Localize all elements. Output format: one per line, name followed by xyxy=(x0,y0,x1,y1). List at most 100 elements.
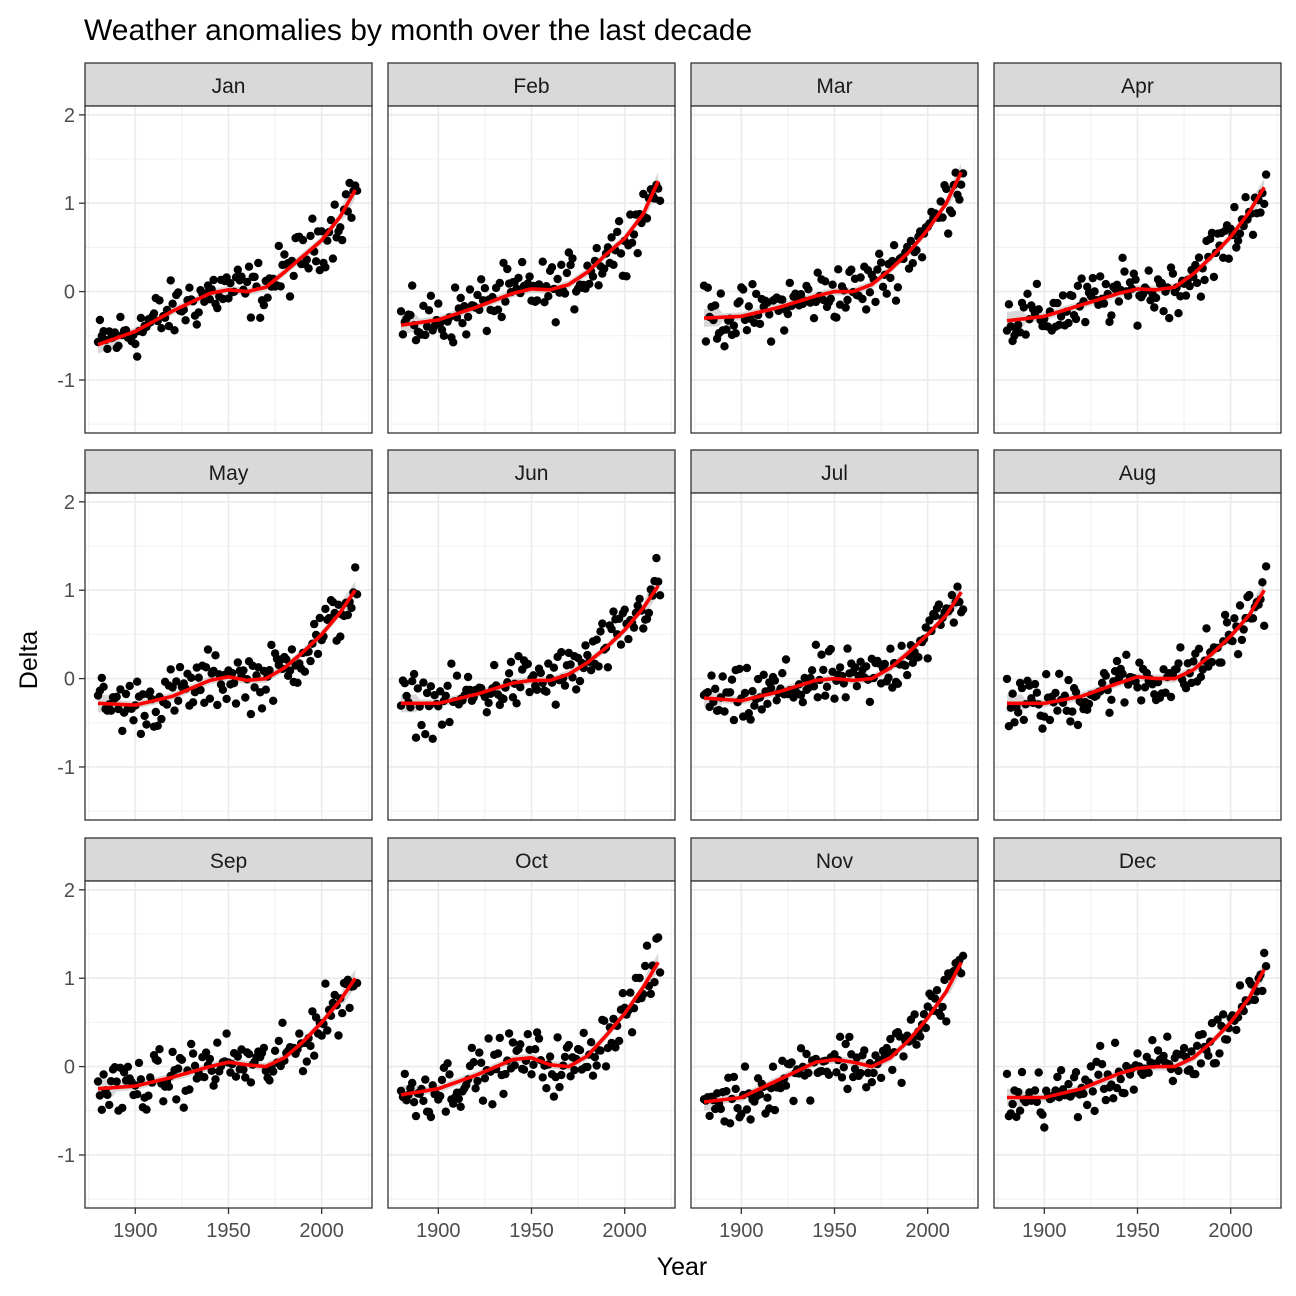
data-point xyxy=(188,1049,198,1058)
data-point xyxy=(802,1049,811,1059)
data-point xyxy=(1004,300,1014,309)
data-point xyxy=(170,706,179,715)
data-point xyxy=(852,682,862,691)
data-point xyxy=(116,312,125,322)
data-point xyxy=(1256,208,1265,217)
data-point xyxy=(938,213,947,222)
data-point xyxy=(1133,1049,1142,1058)
data-point xyxy=(1224,254,1234,263)
data-point xyxy=(473,1076,482,1086)
data-point xyxy=(452,671,462,680)
data-point xyxy=(843,295,852,305)
data-point xyxy=(655,968,665,977)
data-point xyxy=(934,600,944,609)
data-point xyxy=(209,275,218,285)
data-point xyxy=(1083,1100,1092,1110)
facet-label: Nov xyxy=(816,850,854,873)
data-point xyxy=(560,1052,570,1062)
data-point xyxy=(819,665,828,675)
panel-border xyxy=(84,105,373,434)
data-point xyxy=(177,1055,187,1065)
data-point xyxy=(944,229,953,238)
data-point xyxy=(336,632,345,641)
data-point xyxy=(400,1069,409,1079)
data-point xyxy=(112,692,121,701)
data-point xyxy=(1071,314,1081,324)
data-point xyxy=(1045,715,1055,725)
data-point xyxy=(553,274,562,284)
data-point xyxy=(655,591,665,600)
x-tick-label: 1950 xyxy=(206,1220,251,1242)
data-point xyxy=(538,1073,547,1082)
data-point xyxy=(716,1104,725,1114)
data-point xyxy=(627,1028,637,1037)
data-point xyxy=(746,715,755,724)
data-point xyxy=(302,1057,311,1066)
data-point xyxy=(544,292,553,301)
data-point xyxy=(408,1078,417,1088)
data-point xyxy=(525,687,534,697)
data-point xyxy=(131,339,140,349)
data-point xyxy=(1038,724,1047,733)
data-point xyxy=(233,265,242,274)
data-point xyxy=(324,613,334,623)
smooth-line xyxy=(1007,968,1266,1100)
data-point xyxy=(1260,199,1269,209)
data-point xyxy=(237,272,246,281)
data-point xyxy=(1073,281,1083,290)
data-point xyxy=(471,1084,480,1093)
data-point xyxy=(607,624,616,634)
data-point xyxy=(551,318,560,327)
data-point xyxy=(1094,1070,1103,1079)
data-point xyxy=(428,734,437,743)
data-point xyxy=(614,217,624,226)
panel-apr: Apr xyxy=(993,62,1282,434)
data-point xyxy=(841,1039,850,1049)
data-point xyxy=(341,190,351,199)
data-point xyxy=(592,243,601,253)
data-point xyxy=(265,1076,274,1085)
data-point xyxy=(566,260,575,270)
data-point xyxy=(942,184,951,194)
data-point xyxy=(133,352,142,361)
data-point xyxy=(306,656,315,666)
data-point xyxy=(1096,1041,1105,1051)
data-point xyxy=(439,331,449,340)
data-point xyxy=(1101,1095,1111,1105)
data-point xyxy=(1116,1074,1125,1084)
data-point xyxy=(121,689,131,699)
data-point xyxy=(1086,1062,1096,1071)
data-point xyxy=(601,1062,611,1071)
data-point xyxy=(594,281,603,290)
data-point xyxy=(447,659,456,668)
data-point xyxy=(1053,298,1062,308)
data-point xyxy=(482,326,491,336)
data-point xyxy=(813,693,822,702)
data-point xyxy=(516,1040,525,1049)
data-point xyxy=(295,1029,304,1038)
data-point xyxy=(542,1084,551,1093)
data-point xyxy=(1058,291,1068,300)
data-point xyxy=(246,313,256,322)
data-point xyxy=(506,657,516,667)
data-point xyxy=(1144,266,1153,275)
data-point xyxy=(731,329,740,338)
data-point xyxy=(575,676,585,686)
data-point xyxy=(893,679,903,688)
data-point xyxy=(321,979,330,988)
data-point xyxy=(824,1070,834,1080)
data-point xyxy=(841,693,850,702)
smooth-line xyxy=(1006,186,1266,323)
data-point xyxy=(1017,683,1027,693)
data-point xyxy=(568,254,577,263)
data-point xyxy=(850,663,860,672)
y-tick-label: 0 xyxy=(64,1057,75,1079)
data-point xyxy=(759,670,768,679)
data-point xyxy=(293,678,302,687)
x-tick-label: 1900 xyxy=(113,1220,158,1242)
data-point xyxy=(822,682,832,691)
data-point xyxy=(725,1119,735,1128)
facet-strip xyxy=(993,62,1282,107)
data-point xyxy=(768,1062,778,1071)
data-point xyxy=(707,671,716,680)
